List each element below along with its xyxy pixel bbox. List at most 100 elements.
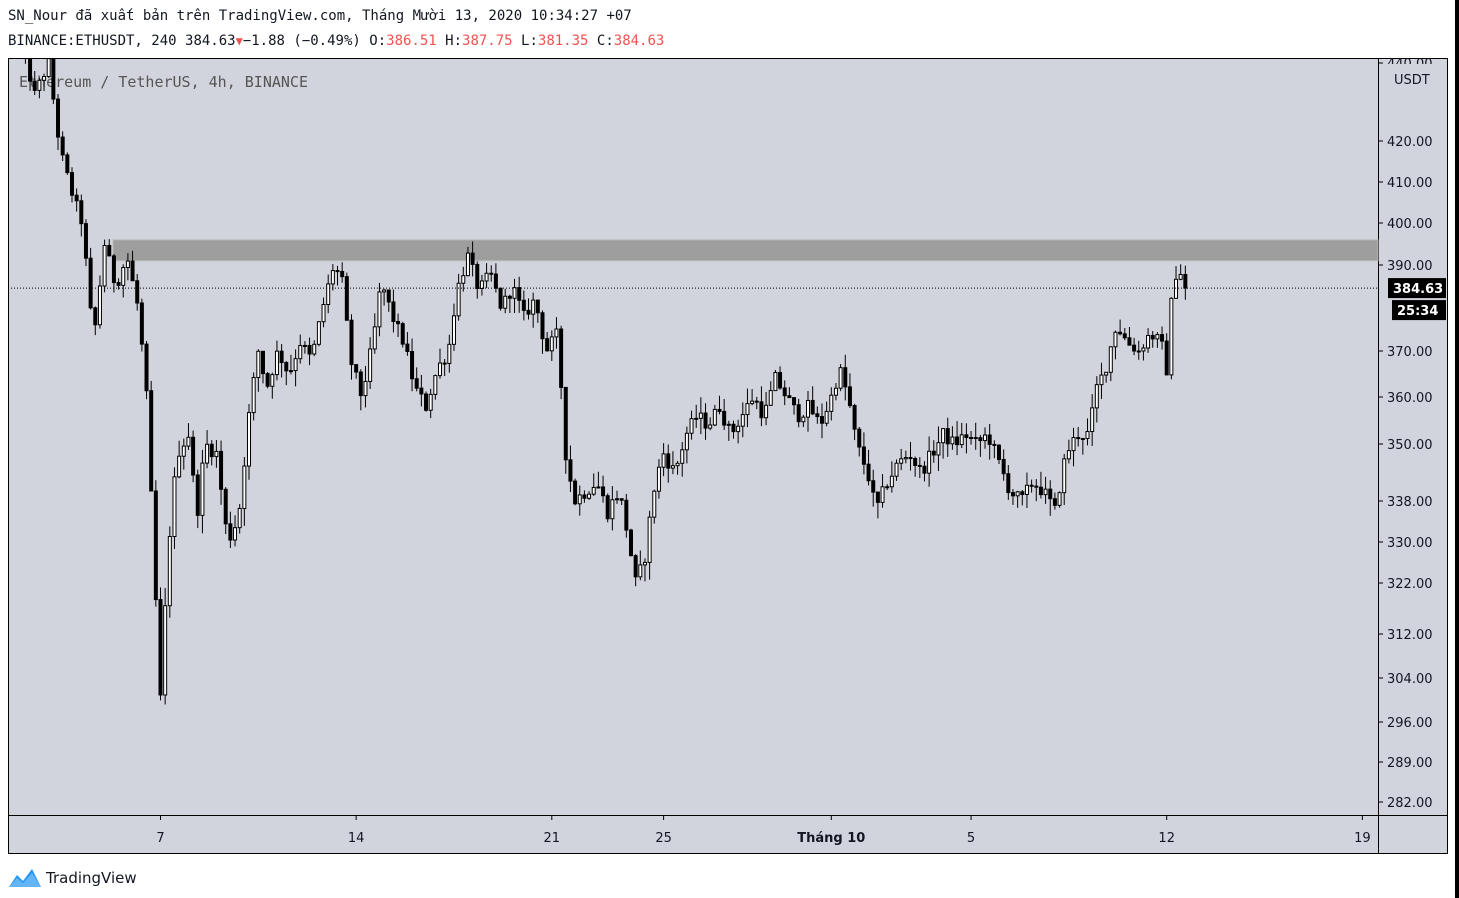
chart-border [8, 58, 1448, 854]
candle-body [1034, 485, 1039, 488]
candle-body [32, 80, 37, 91]
candle-body [885, 486, 890, 489]
candle-body [656, 466, 661, 492]
candle-body [279, 350, 284, 364]
price-tick-label: 330.00 [1387, 536, 1433, 551]
candle-body [1020, 491, 1025, 495]
candle-body [917, 464, 922, 467]
candle-body [172, 476, 177, 538]
candle-body [894, 462, 899, 477]
down-triangle-icon: ▼ [235, 34, 243, 48]
candle-body [107, 244, 112, 257]
price-tick-label: 304.00 [1387, 672, 1433, 687]
candle-body [1001, 458, 1006, 475]
candle-body [1029, 484, 1034, 487]
candle-body [880, 486, 885, 503]
candle-body [260, 350, 265, 375]
candle-body [889, 475, 894, 488]
candle-body [83, 223, 88, 259]
candle-body [1122, 333, 1127, 339]
candle-body [242, 465, 247, 509]
candle-body [1174, 278, 1179, 299]
candle-body [111, 255, 116, 284]
candle-body [819, 416, 824, 424]
candle-body [93, 307, 98, 326]
candle-body [899, 458, 904, 464]
candle-body [344, 276, 349, 321]
candle-body [428, 393, 433, 411]
candle-body [689, 418, 694, 434]
candle-body [340, 270, 345, 278]
candle-body [661, 453, 666, 468]
price-change: −1.88 (−0.49%) [242, 33, 361, 49]
candle-body [396, 320, 401, 325]
candle-body [675, 462, 680, 467]
time-tick-label: 21 [544, 831, 561, 846]
candle-body [503, 295, 508, 309]
candle-body [321, 303, 326, 323]
candle-body [540, 312, 545, 340]
candle-body [512, 287, 517, 299]
candle-body [270, 374, 275, 387]
time-tick-label: 7 [156, 831, 164, 846]
candle-body [1113, 331, 1118, 348]
candle-body [810, 399, 815, 415]
chart-frame[interactable]: Ethereum / TetherUS, 4h, BINANCE440.0042… [8, 58, 1448, 854]
candle-body [177, 455, 182, 478]
candle-body [1057, 492, 1062, 506]
candle-body [694, 417, 699, 420]
candle-body [56, 98, 61, 138]
candle-body [219, 450, 224, 490]
candle-body [745, 403, 750, 416]
candle-body [51, 58, 56, 100]
candle-body [1099, 374, 1104, 386]
candle-body [628, 529, 633, 557]
candle-body [326, 283, 331, 305]
price-chart[interactable]: Ethereum / TetherUS, 4h, BINANCE440.0042… [8, 58, 1448, 854]
candle-body [903, 457, 908, 460]
candle-body [652, 490, 657, 518]
candle-body [1178, 273, 1183, 280]
candle-body [223, 488, 228, 525]
candle-body [1076, 437, 1081, 440]
candle-body [531, 299, 536, 315]
candle-body [615, 498, 620, 501]
candle-body [1052, 498, 1057, 506]
candle-body [1118, 331, 1123, 335]
candle-body [274, 350, 279, 376]
candle-body [852, 405, 857, 430]
candle-body [316, 321, 321, 345]
candle-body [372, 326, 377, 350]
price-tick-label: 322.00 [1387, 577, 1433, 592]
candle-body [284, 362, 289, 372]
candle-body [722, 410, 727, 426]
candle-body [1085, 431, 1090, 439]
symbol[interactable]: BINANCE:ETHUSDT, 240 [8, 33, 177, 49]
candle-body [391, 301, 396, 322]
candle-body [456, 282, 461, 317]
candle-body [931, 450, 936, 456]
candle-body [88, 257, 93, 309]
price-tick-label: 296.00 [1387, 716, 1433, 731]
time-tick-label: 5 [967, 831, 975, 846]
price-tick-label: 370.00 [1387, 345, 1433, 360]
candle-body [149, 390, 154, 492]
candle-body [1104, 371, 1109, 376]
candle-body [293, 358, 298, 372]
tradingview-footer[interactable]: TradingView [8, 867, 137, 889]
candle-body [214, 450, 219, 458]
candle-body [1066, 450, 1071, 460]
candle-body [102, 244, 107, 287]
candle-body [582, 494, 587, 499]
candle-body [1015, 491, 1020, 497]
candle-body [573, 480, 578, 505]
candle-body [964, 434, 969, 439]
candle-body [950, 436, 955, 445]
candle-body [801, 416, 806, 423]
candle-body [1071, 437, 1076, 452]
candle-body [829, 394, 834, 412]
candle-body [610, 499, 615, 520]
candle-body [442, 362, 447, 365]
candle-body [847, 386, 852, 407]
candle-body [941, 428, 946, 444]
